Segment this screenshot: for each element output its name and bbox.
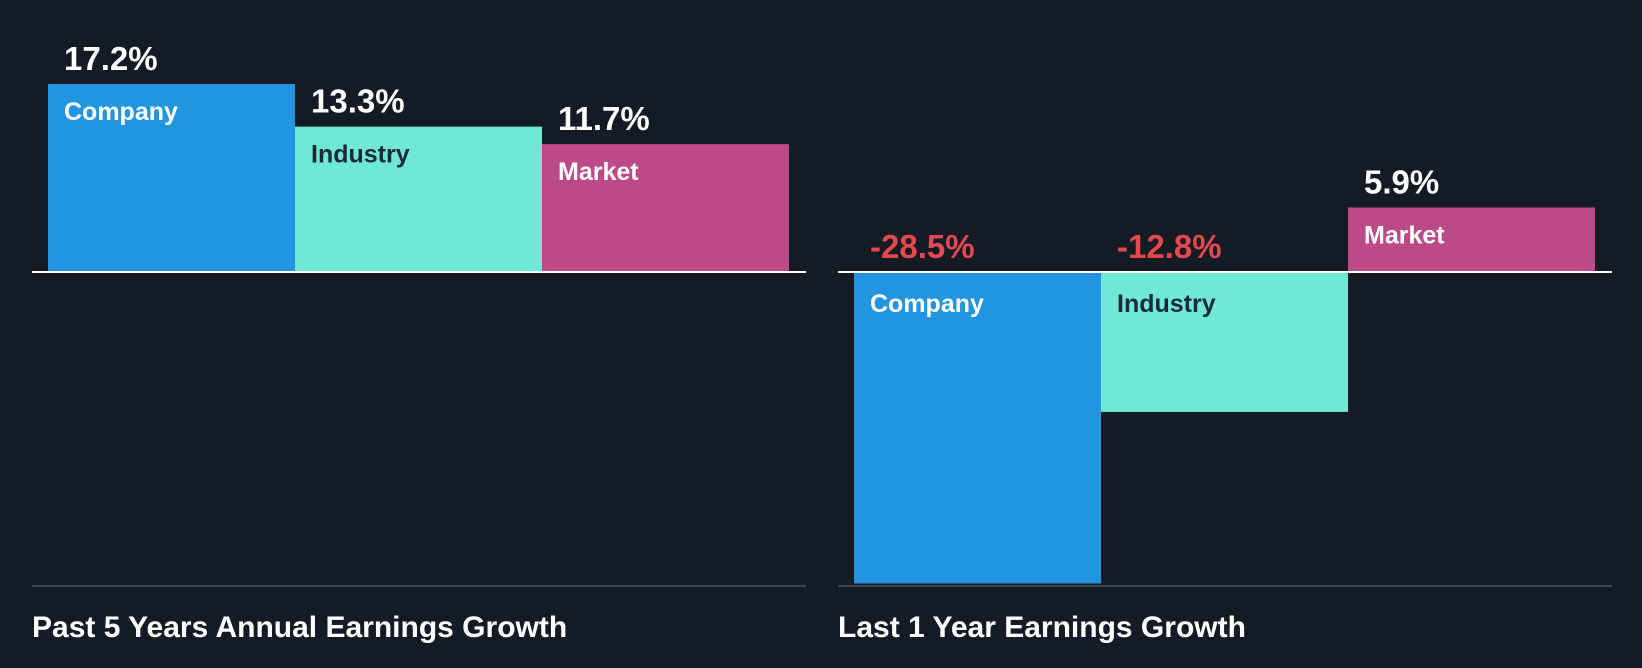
bar-value-label: 17.2% <box>64 40 158 77</box>
baseline <box>838 585 1612 587</box>
bar-value-label: -28.5% <box>870 228 975 265</box>
bar-category-label: Company <box>64 98 178 126</box>
bar-value-label: -12.8% <box>1117 228 1222 265</box>
bar-category-label: Market <box>558 158 639 186</box>
bar-market <box>1348 207 1595 272</box>
bar-company <box>854 272 1101 584</box>
last-1-year-panel: Company -28.5% Industry -12.8% Market 5.9% Las… <box>838 164 1612 644</box>
bar-value-label: 11.7% <box>558 100 650 137</box>
bar-value-label: 13.3% <box>311 83 405 120</box>
bar-market <box>542 144 789 272</box>
bar-industry <box>295 126 542 272</box>
bar-value-label: 5.9% <box>1364 164 1439 201</box>
chart-title: Last 1 Year Earnings Growth <box>838 611 1246 644</box>
bar-category-label: Industry <box>311 141 410 169</box>
bar-industry <box>1101 272 1348 412</box>
past-5-years-panel: Company 17.2% Industry 13.3% Market 11.7% Past… <box>32 40 806 644</box>
chart-title: Past 5 Years Annual Earnings Growth <box>32 611 567 644</box>
zero-line <box>32 271 806 273</box>
bar-category-label: Company <box>870 290 984 318</box>
bar-category-label: Industry <box>1117 290 1216 318</box>
bar-company <box>48 84 295 272</box>
baseline <box>32 585 806 587</box>
bar-category-label: Market <box>1364 222 1445 250</box>
zero-line <box>838 271 1612 273</box>
